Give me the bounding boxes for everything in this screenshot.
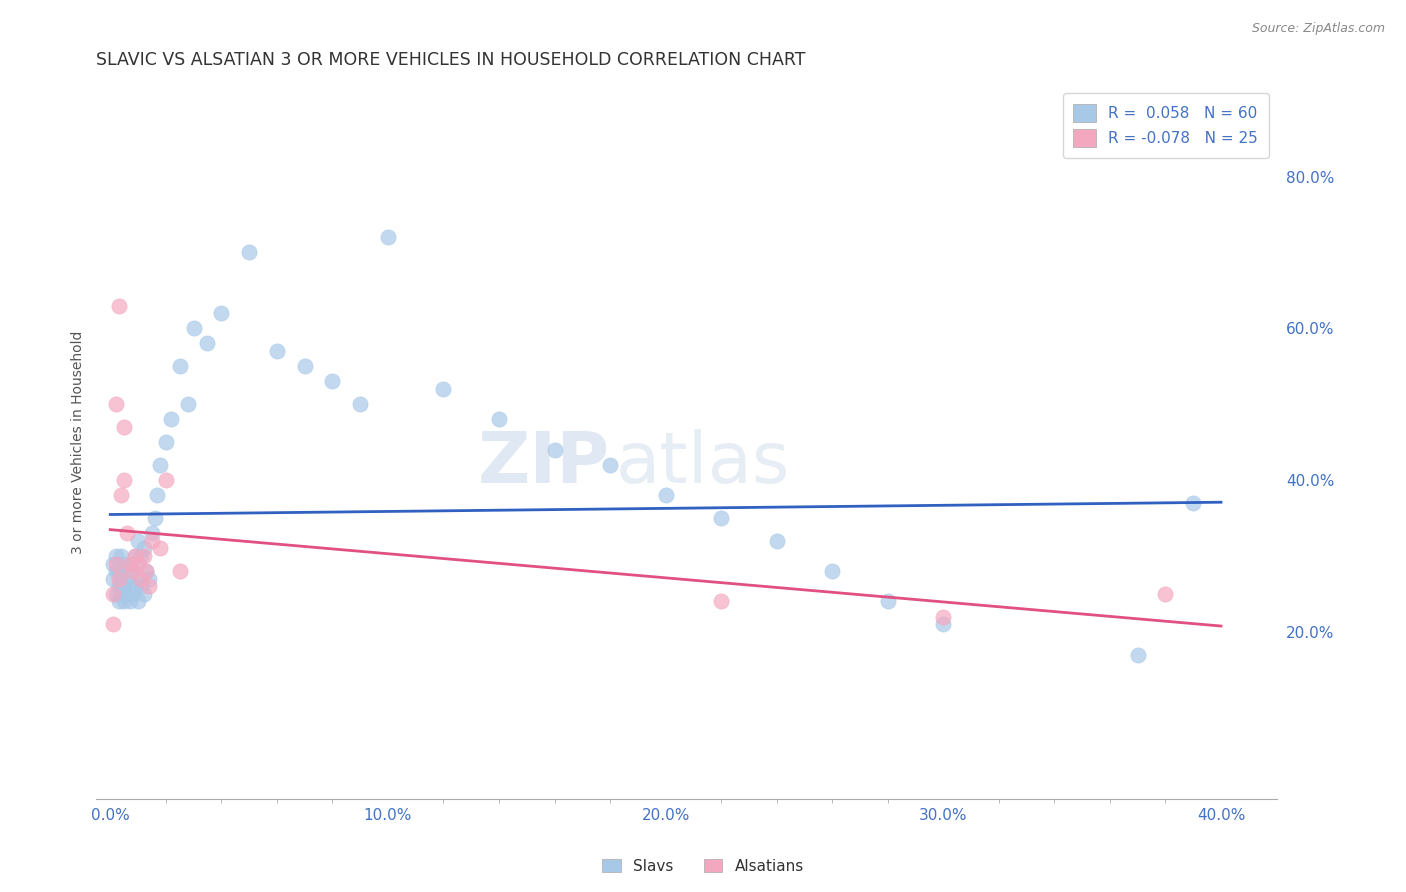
- Point: [132, 541, 155, 556]
- Point: [138, 572, 160, 586]
- Point: [112, 473, 135, 487]
- Point: [115, 526, 138, 541]
- Point: [488, 412, 510, 426]
- Point: [1126, 648, 1149, 662]
- Point: [132, 587, 155, 601]
- Point: [110, 572, 132, 586]
- Point: [127, 533, 149, 548]
- Point: [110, 549, 132, 563]
- Point: [101, 557, 124, 571]
- Point: [197, 336, 219, 351]
- Text: SLAVIC VS ALSATIAN 3 OR MORE VEHICLES IN HOUSEHOLD CORRELATION CHART: SLAVIC VS ALSATIAN 3 OR MORE VEHICLES IN…: [97, 51, 806, 69]
- Point: [107, 572, 129, 586]
- Point: [821, 564, 844, 578]
- Point: [377, 230, 399, 244]
- Y-axis label: 3 or more Vehicles in Household: 3 or more Vehicles in Household: [72, 330, 86, 554]
- Point: [266, 344, 288, 359]
- Point: [149, 458, 172, 472]
- Point: [112, 420, 135, 434]
- Point: [321, 375, 343, 389]
- Point: [710, 511, 733, 525]
- Point: [543, 442, 565, 457]
- Point: [135, 564, 157, 578]
- Point: [149, 541, 172, 556]
- Point: [432, 382, 454, 396]
- Legend: Slavs, Alsatians: Slavs, Alsatians: [596, 853, 810, 880]
- Point: [104, 587, 127, 601]
- Point: [127, 572, 149, 586]
- Point: [112, 579, 135, 593]
- Point: [118, 564, 141, 578]
- Point: [155, 435, 177, 450]
- Point: [107, 594, 129, 608]
- Point: [118, 594, 141, 608]
- Point: [129, 549, 152, 563]
- Point: [121, 557, 143, 571]
- Point: [1182, 496, 1205, 510]
- Point: [124, 579, 146, 593]
- Point: [765, 533, 787, 548]
- Point: [110, 488, 132, 502]
- Point: [209, 306, 232, 320]
- Point: [876, 594, 898, 608]
- Point: [104, 397, 127, 411]
- Point: [104, 564, 127, 578]
- Point: [146, 488, 169, 502]
- Point: [132, 549, 155, 563]
- Point: [124, 549, 146, 563]
- Point: [135, 564, 157, 578]
- Point: [238, 245, 260, 260]
- Point: [124, 549, 146, 563]
- Point: [104, 557, 127, 571]
- Point: [127, 557, 149, 571]
- Point: [138, 579, 160, 593]
- Point: [112, 557, 135, 571]
- Point: [115, 572, 138, 586]
- Point: [654, 488, 676, 502]
- Text: ZIP: ZIP: [478, 429, 610, 498]
- Point: [115, 587, 138, 601]
- Point: [183, 321, 205, 335]
- Point: [101, 617, 124, 632]
- Point: [101, 572, 124, 586]
- Point: [169, 359, 191, 374]
- Legend: R =  0.058   N = 60, R = -0.078   N = 25: R = 0.058 N = 60, R = -0.078 N = 25: [1063, 93, 1268, 158]
- Point: [118, 557, 141, 571]
- Point: [169, 564, 191, 578]
- Point: [104, 549, 127, 563]
- Point: [110, 587, 132, 601]
- Point: [107, 579, 129, 593]
- Text: Source: ZipAtlas.com: Source: ZipAtlas.com: [1251, 22, 1385, 36]
- Point: [932, 609, 955, 624]
- Point: [177, 397, 200, 411]
- Point: [932, 617, 955, 632]
- Point: [349, 397, 371, 411]
- Point: [294, 359, 316, 374]
- Point: [1154, 587, 1177, 601]
- Point: [121, 587, 143, 601]
- Point: [141, 533, 163, 548]
- Text: atlas: atlas: [616, 429, 790, 498]
- Point: [127, 594, 149, 608]
- Point: [599, 458, 621, 472]
- Point: [129, 579, 152, 593]
- Point: [141, 526, 163, 541]
- Point: [121, 564, 143, 578]
- Point: [101, 587, 124, 601]
- Point: [710, 594, 733, 608]
- Point: [155, 473, 177, 487]
- Point: [143, 511, 166, 525]
- Point: [107, 564, 129, 578]
- Point: [160, 412, 183, 426]
- Point: [129, 572, 152, 586]
- Point: [112, 594, 135, 608]
- Point: [107, 299, 129, 313]
